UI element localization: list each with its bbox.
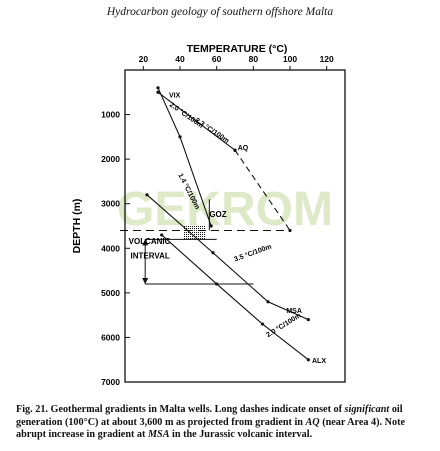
data-point [209, 224, 213, 228]
data-point [145, 193, 149, 197]
data-point [156, 90, 160, 94]
x-tick-label: 100 [283, 54, 297, 64]
series-line-msa [146, 194, 309, 321]
caption-text-2: oil generation (100°C) at about 3,600 m … [16, 404, 403, 428]
x-tick-label: 120 [320, 54, 334, 64]
series-label-msa: MSA [286, 308, 302, 315]
data-point [233, 148, 237, 152]
y-axis-title: DEPTH (m) [71, 199, 83, 254]
y-tick-label: 5000 [101, 288, 120, 298]
data-point [266, 300, 270, 304]
y-tick-label: 6000 [101, 332, 120, 342]
volcanic-arrow-icon [142, 277, 149, 284]
x-tick-label: 60 [212, 54, 222, 64]
y-tick-label: 2000 [101, 154, 120, 164]
data-point [306, 318, 310, 322]
caption-emphasis-3: MSA [147, 429, 170, 441]
y-tick-label: 1000 [101, 110, 120, 120]
annotation-text: GOZ [209, 210, 226, 219]
data-point [211, 251, 215, 255]
watermark-text: GEKROM [117, 183, 333, 236]
caption-emphasis-2: AQ [305, 416, 320, 428]
series-line-aq [234, 149, 291, 231]
plot-frame [124, 69, 346, 383]
volcanic-arrow-icon [142, 239, 149, 246]
y-tick-label: 4000 [101, 243, 120, 253]
x-tick-label: 80 [249, 54, 259, 64]
x-tick-label: 40 [175, 54, 185, 64]
goz-dotted-box [183, 226, 206, 240]
caption-emphasis-1: significant [344, 404, 390, 415]
data-point [160, 233, 164, 237]
series-line-aq [157, 91, 236, 151]
x-tick-label: 20 [139, 54, 149, 64]
series-line-alx [161, 234, 309, 361]
y-tick-label: 3000 [101, 199, 120, 209]
series-label-alx: ALX [312, 358, 326, 365]
annotation-text: VOLCANIC [129, 237, 171, 246]
gradient-label: 2.3 °C/100m [194, 116, 231, 145]
x-axis-title: TEMPERATURE (°C) [187, 43, 288, 55]
data-point [156, 86, 160, 90]
annotation-text: INTERVAL [131, 252, 170, 261]
gradient-label: 3.5 °C/100m [233, 243, 273, 264]
series-label-aq: AQ [238, 145, 249, 152]
data-point [260, 322, 265, 326]
page-header: Hydrocarbon geology of southern offshore… [106, 6, 334, 18]
series-label-vix: VIX [169, 93, 181, 100]
data-point [306, 358, 310, 362]
data-point [178, 135, 182, 139]
y-tick-label: 7000 [101, 377, 120, 387]
figure-caption: Fig. 21. Geothermal gradients in Malta w… [16, 404, 428, 442]
caption-text-1: Fig. 21. Geothermal gradients in Malta w… [16, 404, 345, 415]
caption-text-3: (near Area 4). Note abrupt increase in g… [16, 416, 405, 441]
gradient-label: 2.0 °C/100m [265, 311, 303, 339]
caption-text-4: in the Jurassic volcanic interval. [169, 429, 313, 441]
